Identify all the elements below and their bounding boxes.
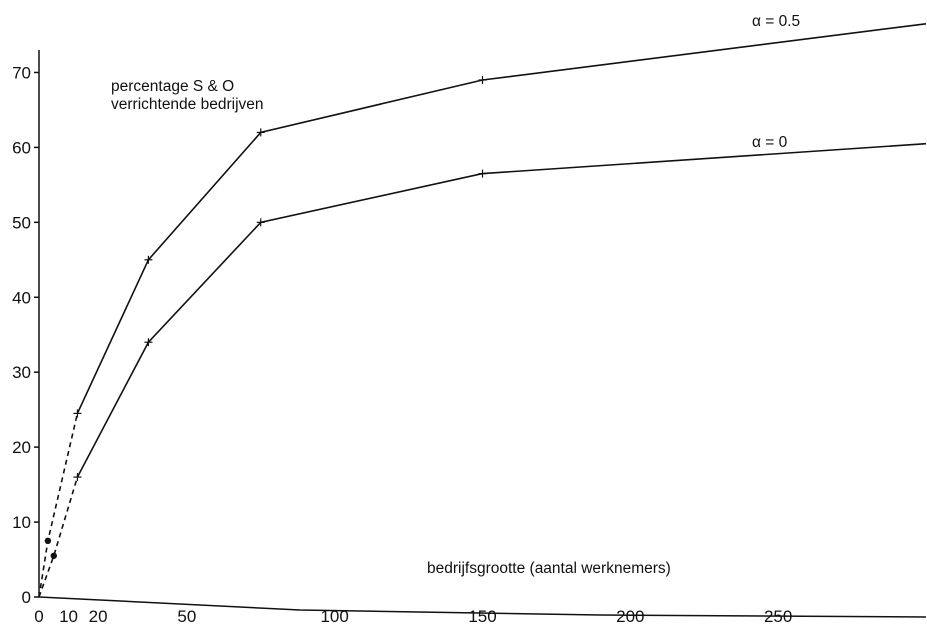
x-tick-label: 250 xyxy=(764,607,792,624)
series-line xyxy=(76,142,927,478)
y-tick-label: 60 xyxy=(12,138,31,157)
y-tick-label: 20 xyxy=(12,438,31,457)
x-tick-label: 50 xyxy=(177,607,196,624)
y-axis-ticks: 0 10 20 30 40 50 60 70 xyxy=(12,63,39,607)
x-tick-label: 0 xyxy=(34,607,43,624)
x-tick-label: 100 xyxy=(320,607,348,624)
x-tick-label: 200 xyxy=(616,607,644,624)
x-tick-label: 10 xyxy=(59,607,78,624)
series-label-alpha-0: α = 0 xyxy=(752,134,788,151)
x-axis-line xyxy=(38,596,927,618)
chart-title-line-2: verrichtende bedrijven xyxy=(111,96,264,113)
axes xyxy=(38,50,927,618)
x-tick-label: 150 xyxy=(468,607,496,624)
x-axis-label: bedrijfsgrootte (aantal werknemers) xyxy=(427,560,671,577)
x-axis-ticks: 0 10 20 50 100 150 200 250 xyxy=(34,607,792,624)
series-label-alpha-0.5: α = 0.5 xyxy=(752,13,800,30)
series-dot xyxy=(50,552,57,559)
y-tick-label: 10 xyxy=(12,513,31,532)
y-tick-label: 30 xyxy=(12,363,31,382)
y-tick-label: 70 xyxy=(12,63,31,82)
chart-title-line-1: percentage S & O xyxy=(111,78,234,95)
y-tick-label: 40 xyxy=(12,288,31,307)
x-tick-label: 20 xyxy=(89,607,108,624)
y-tick-label: 50 xyxy=(12,213,31,232)
series-lines xyxy=(38,23,927,598)
y-tick-label: 0 xyxy=(22,588,31,607)
series-dashed-segment xyxy=(38,413,79,598)
series-dot xyxy=(44,537,52,544)
